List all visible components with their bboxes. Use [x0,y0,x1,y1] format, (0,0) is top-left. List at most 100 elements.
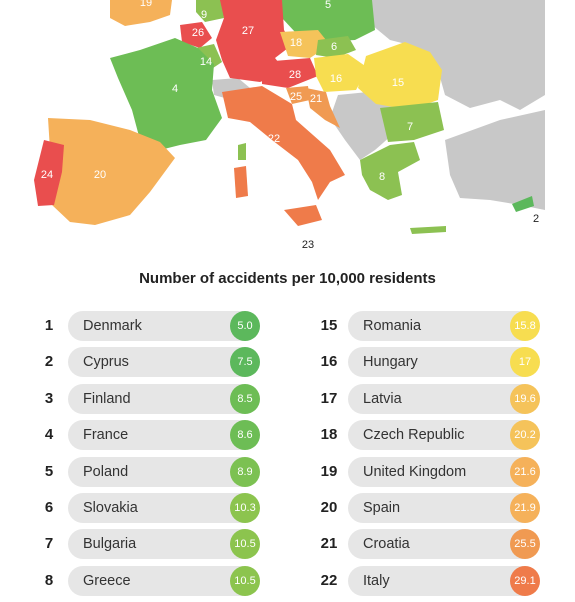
ranking-value-badge: 8.6 [230,420,260,451]
ranking-country: United Kingdom [363,463,467,480]
map-label-poland: 5 [325,0,331,11]
ranking-value-badge: 15.8 [510,311,540,341]
europe-map: 19 9 5 27 26 18 6 14 28 16 15 4 25 21 7 … [0,0,575,258]
country-romania [358,42,442,110]
map-label-uk: 19 [140,0,152,9]
country-hungary [314,54,368,92]
country-bulgaria [380,102,444,142]
ranking-rank: 6 [44,498,54,516]
ranking-country: Hungary [363,354,418,371]
map-label-sicily: 23 [302,239,314,251]
country-austria [262,58,318,88]
region-balkans-nodata [330,92,395,160]
ranking-pill: Croatia [348,529,538,560]
country-croatia [306,88,340,128]
map-label-hungary: 16 [330,73,342,85]
map-label-nl: 9 [201,9,207,21]
ranking-pill: Czech Republic [348,420,538,451]
ranking-country: Cyprus [83,354,129,371]
ranking-rank: 22 [320,571,338,589]
ranking-rank: 2 [44,353,54,371]
ranking-value-badge: 5.0 [230,311,260,341]
map-label-greece: 8 [379,171,385,183]
map-label-slovakia: 6 [331,41,337,53]
ranking-pill: Poland [68,456,258,487]
ranking-pill: Hungary [348,347,538,378]
ranking-pill: Italy [348,565,538,596]
ranking-country: Spain [363,499,401,516]
map-label-spain: 20 [94,169,106,181]
ranking-rank: 3 [44,389,54,407]
map-label-germany: 27 [242,25,254,37]
ranking-country: Romania [363,318,422,334]
country-belgium [180,22,212,48]
ranking-country: Finland [83,390,131,407]
ranking-pill: France [68,420,258,451]
ranking-pill: Finland [68,383,258,414]
ranking-country: Slovakia [83,499,138,516]
country-spain [48,118,175,225]
ranking-country: Poland [83,463,129,480]
country-france [110,38,222,150]
country-crete [410,226,446,234]
ranking-country: Denmark [83,318,142,334]
ranking-value-badge: 29.1 [510,565,540,596]
country-italy [222,86,345,200]
country-netherlands-belgium [196,0,224,22]
country-corsica [238,143,246,160]
ranking-pill: Cyprus [68,347,258,378]
country-portugal [34,140,64,206]
ranking-pill: United Kingdom [348,456,538,487]
map-label-bulgaria: 7 [407,121,413,133]
ranking-value-badge: 10.5 [230,565,260,596]
map-label-italy: 22 [268,133,280,145]
ranking-value-badge: 8.9 [230,456,260,487]
map-label-luxembourg: 14 [200,56,212,68]
ranking-pill: Denmark [68,311,258,341]
ranking-country: France [83,427,129,444]
region-switzerland-nodata [212,78,250,100]
ranking-value-badge: 8.5 [230,383,260,414]
country-cyprus [512,196,534,212]
ranking-country: Croatia [363,536,410,553]
ranking-rank: 5 [44,462,54,480]
ranking-value-badge: 17 [510,347,540,378]
map-label-france: 4 [172,83,178,95]
ranking-pill: Latvia [348,383,538,414]
ranking-value-badge: 20.2 [510,420,540,451]
ranking-rank: 21 [320,535,338,553]
ranking-country: Czech Republic [363,427,465,444]
ranking-rank: 17 [320,389,338,407]
map-label-portugal: 24 [41,169,53,181]
country-sicily [284,205,322,226]
ranking-value-badge: 10.3 [230,492,260,523]
country-uk [110,0,172,26]
ranking-rank: 19 [320,462,338,480]
map-label-belgium: 26 [192,27,204,39]
region-turkey-nodata [445,110,545,210]
ranking-rank: 20 [320,498,338,516]
ranking-value-badge: 21.9 [510,492,540,523]
ranking-country: Latvia [363,390,402,407]
ranking-value-badge: 10.5 [230,529,260,560]
ranking-value-badge: 25.5 [510,529,540,560]
map-label-slovenia: 25 [290,91,302,103]
ranking-value-badge: 19.6 [510,383,540,414]
ranking-rank: 1 [44,317,54,334]
ranking-rank: 16 [320,353,338,371]
ranking-rank: 15 [320,317,338,334]
map-label-romania: 15 [392,77,404,89]
ranking-pill: Spain [348,492,538,523]
map-label-austria: 28 [289,69,301,81]
map-label-czech: 18 [290,37,302,49]
ranking-pill: Bulgaria [68,529,258,560]
ranking-pill: Greece [68,565,258,596]
ranking-rank: 8 [44,571,54,589]
ranking-pill: Slovakia [68,492,258,523]
region-east-nodata [370,0,545,110]
ranking-country: Italy [363,572,390,589]
ranking-rank: 18 [320,426,338,444]
country-greece [360,142,420,200]
ranking-value-badge: 7.5 [230,347,260,378]
country-slovenia [286,86,310,104]
